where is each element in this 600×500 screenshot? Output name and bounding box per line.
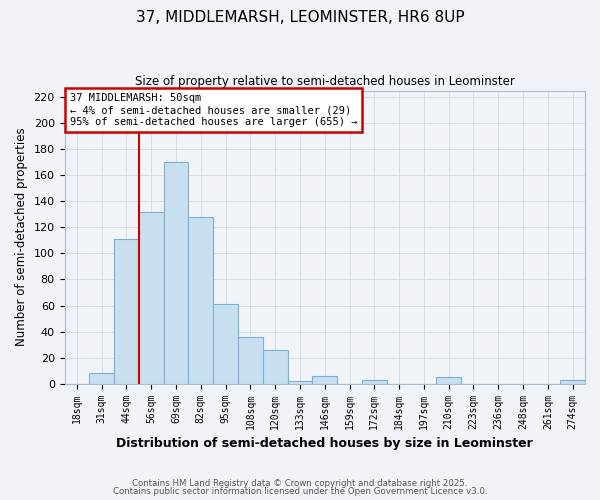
Bar [213,304,238,384]
Text: 37 MIDDLEMARSH: 50sqm
← 4% of semi-detached houses are smaller (29)
95% of semi-: 37 MIDDLEMARSH: 50sqm ← 4% of semi-detac… [70,94,357,126]
Bar [263,350,287,384]
Bar [313,376,337,384]
Bar [238,337,263,384]
Bar [188,217,213,384]
Text: Contains HM Land Registry data © Crown copyright and database right 2025.: Contains HM Land Registry data © Crown c… [132,478,468,488]
Bar [114,239,139,384]
Bar [436,377,461,384]
Y-axis label: Number of semi-detached properties: Number of semi-detached properties [15,128,28,346]
Bar [139,212,164,384]
Bar [89,374,114,384]
X-axis label: Distribution of semi-detached houses by size in Leominster: Distribution of semi-detached houses by … [116,437,533,450]
Bar [560,380,585,384]
Title: Size of property relative to semi-detached houses in Leominster: Size of property relative to semi-detach… [135,75,515,88]
Text: 37, MIDDLEMARSH, LEOMINSTER, HR6 8UP: 37, MIDDLEMARSH, LEOMINSTER, HR6 8UP [136,10,464,25]
Text: Contains public sector information licensed under the Open Government Licence v3: Contains public sector information licen… [113,487,487,496]
Bar [164,162,188,384]
Bar [287,381,313,384]
Bar [362,380,387,384]
